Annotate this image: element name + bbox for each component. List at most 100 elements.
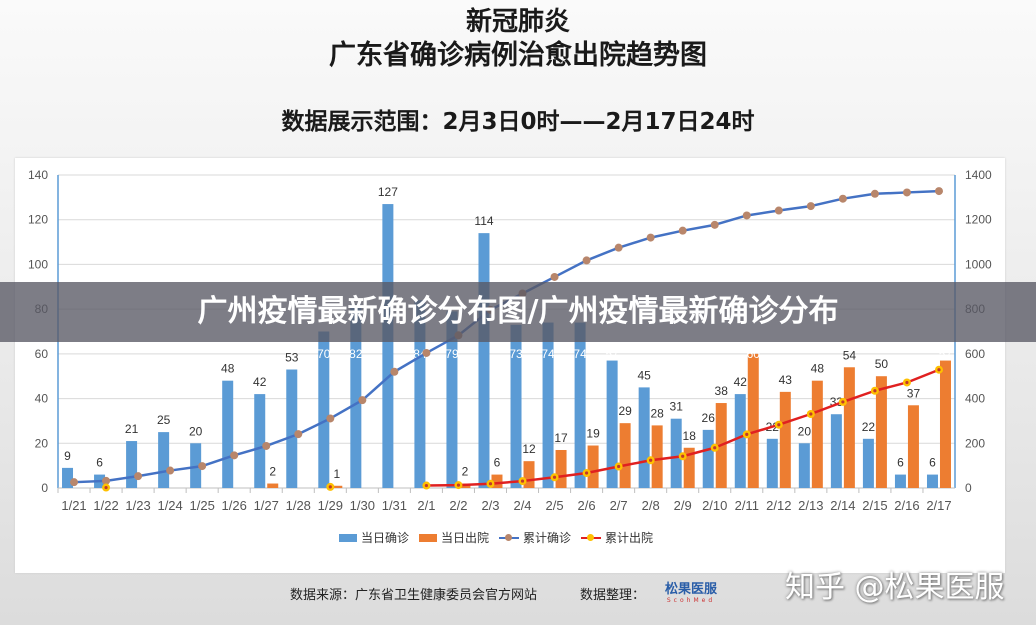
daily-confirmed-bar <box>62 467 74 488</box>
left-tick-label: 120 <box>28 213 48 227</box>
daily-discharged-bar-label: 17 <box>554 431 568 445</box>
x-tick-label: 1/21 <box>61 498 86 513</box>
legend-swatch-daily-discharged <box>419 533 438 542</box>
daily-discharged-bar <box>875 376 887 488</box>
x-tick-label: 2/4 <box>513 498 531 513</box>
cumulative-discharged-point-center <box>873 389 877 393</box>
daily-confirmed-bar <box>222 380 234 488</box>
left-tick-label: 20 <box>35 436 49 450</box>
daily-discharged-bar-label: 38 <box>715 384 729 398</box>
daily-confirmed-bar-label: 21 <box>125 422 139 436</box>
legend-daily-confirmed: 当日确诊 <box>361 531 410 545</box>
daily-discharged-bar <box>683 447 695 488</box>
cumulative-confirmed-point <box>422 348 431 357</box>
daily-discharged-bar <box>651 425 663 488</box>
daily-discharged-bar-label: 57 <box>939 347 953 361</box>
daily-discharged-bar <box>331 485 343 488</box>
daily-discharged-bar-label: 28 <box>650 406 664 420</box>
legend: 当日确诊 当日出院 累计确诊 累计出院 <box>333 529 653 546</box>
cumulative-confirmed-point <box>326 414 335 423</box>
daily-confirmed-bar-label: 74 <box>541 347 555 361</box>
cumulative-confirmed-point <box>902 188 911 197</box>
cumulative-discharged-point-center <box>104 485 108 490</box>
daily-discharged-bar <box>619 423 631 488</box>
daily-discharged-bar <box>747 353 759 488</box>
cumulative-discharged-point-center <box>905 380 909 385</box>
daily-discharged-bar <box>939 360 951 488</box>
legend-cumulative-confirmed: 累计确诊 <box>523 531 572 545</box>
cumulative-discharged-point-center <box>328 485 332 489</box>
daily-discharged-bar-label: 2 <box>269 465 276 479</box>
daily-confirmed-bar-label: 6 <box>96 456 103 470</box>
x-tick-label: 2/3 <box>481 498 499 513</box>
logo-sub: ScohMed <box>666 597 716 604</box>
daily-discharged-bar <box>267 483 279 488</box>
left-tick-label: 60 <box>35 347 49 361</box>
daily-confirmed-bar <box>190 443 202 488</box>
cumulative-confirmed-point <box>646 233 655 242</box>
daily-discharged-bar-label: 29 <box>618 404 632 418</box>
daily-confirmed-bar-label: 45 <box>637 368 651 382</box>
daily-confirmed-bar-label: 73 <box>509 347 523 361</box>
cumulative-confirmed-point <box>582 256 591 265</box>
cumulative-discharged-point-center <box>937 368 941 372</box>
cumulative-discharged-point-center <box>777 423 781 427</box>
cumulative-confirmed-point <box>294 430 303 439</box>
cumulative-confirmed-point <box>870 189 879 198</box>
x-tick-label: 1/26 <box>222 498 247 513</box>
daily-confirmed-bar <box>862 438 874 488</box>
cumulative-discharged-point-center <box>552 475 557 479</box>
x-tick-label: 2/10 <box>702 498 727 513</box>
daily-confirmed-bar <box>286 369 298 488</box>
daily-discharged-bar-label: 19 <box>586 427 600 441</box>
daily-confirmed-bar <box>158 432 170 488</box>
left-tick-label: 40 <box>35 392 49 406</box>
daily-confirmed-bar-label: 114 <box>474 214 493 228</box>
cumulative-confirmed-point <box>934 187 943 196</box>
x-tick-label: 2/8 <box>642 498 660 513</box>
legend-line-cumulative-confirmed <box>499 533 520 543</box>
cumulative-discharged-point-center <box>424 483 429 488</box>
x-tick-label: 2/9 <box>674 498 692 513</box>
data-source: 数据来源：广东省卫生健康委员会官方网站 <box>290 588 538 603</box>
cumulative-discharged-point-center <box>584 471 589 475</box>
daily-confirmed-bar <box>510 324 522 488</box>
daily-confirmed-bar <box>318 331 330 488</box>
x-tick-label: 1/31 <box>382 498 407 513</box>
overlay-banner-text: 广州疫情最新确诊分布图/广州疫情最新确诊分布 <box>197 294 839 329</box>
daily-discharged-bar <box>907 405 919 488</box>
x-tick-label: 1/28 <box>286 498 311 513</box>
daily-discharged-bar <box>587 445 599 488</box>
daily-confirmed-bar <box>350 304 362 488</box>
daily-confirmed-bar <box>670 418 682 488</box>
cumulative-confirmed-point <box>678 226 687 235</box>
watermark: 知乎 @松果医服 <box>785 570 1005 605</box>
left-tick-label: 100 <box>28 257 48 271</box>
cumulative-discharged-point-center <box>841 400 845 404</box>
daily-confirmed-bar <box>734 394 746 488</box>
daily-discharged-bar <box>811 380 823 488</box>
cumulative-discharged-point-center <box>713 446 717 450</box>
x-tick-label: 2/15 <box>862 498 887 513</box>
x-tick-label: 1/24 <box>157 498 182 513</box>
daily-confirmed-bar-label: 26 <box>702 411 716 425</box>
cumulative-discharged-point-center <box>488 482 493 486</box>
chart-subtitle: 广东省确诊病例治愈出院趋势图 <box>329 40 707 71</box>
x-tick-label: 1/27 <box>254 498 279 513</box>
cumulative-discharged-point-center <box>520 479 525 483</box>
x-tick-label: 2/17 <box>926 498 951 513</box>
daily-confirmed-bar <box>702 429 714 488</box>
daily-confirmed-bar <box>798 443 810 488</box>
daily-confirmed-bar <box>126 441 138 488</box>
right-tick-label: 1200 <box>965 213 992 227</box>
x-tick-label: 2/11 <box>735 498 759 513</box>
overlay-banner: 广州疫情最新确诊分布图/广州疫情最新确诊分布 <box>0 282 1036 342</box>
daily-discharged-bar <box>779 391 791 488</box>
cumulative-confirmed-point <box>102 476 111 485</box>
x-tick-label: 2/13 <box>798 498 823 513</box>
data-range: 数据展示范围：2月3日0时——2月17日24时 <box>281 109 755 135</box>
daily-confirmed-bar-label: 127 <box>378 185 398 199</box>
right-tick-label: 1000 <box>965 257 992 271</box>
legend-line-cumulative-discharged <box>581 533 602 543</box>
daily-confirmed-bar-label: 53 <box>285 351 299 365</box>
